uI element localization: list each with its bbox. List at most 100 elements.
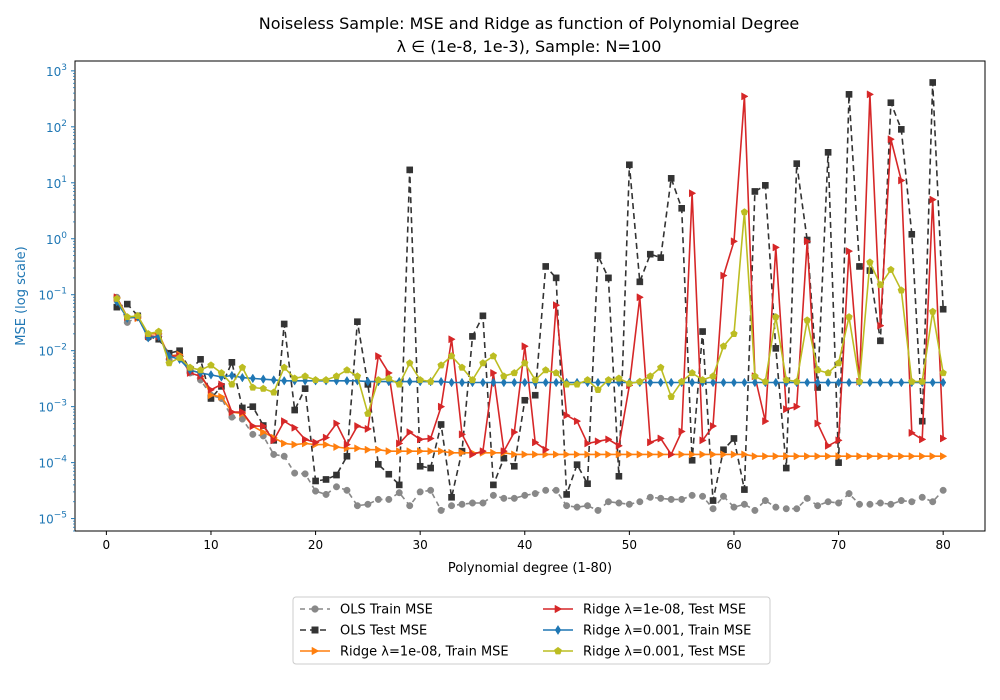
data-point: [228, 370, 235, 381]
data-point: [573, 461, 581, 468]
data-point: [311, 376, 320, 384]
data-point: [710, 377, 717, 388]
data-point: [636, 498, 644, 506]
data-point: [542, 377, 549, 388]
data-point: [835, 459, 842, 466]
data-point: [782, 464, 790, 472]
data-point: [500, 494, 508, 502]
data-point: [877, 321, 885, 330]
data-point: [312, 477, 319, 485]
data-point: [657, 254, 665, 261]
data-point: [469, 450, 477, 459]
data-point: [939, 305, 947, 313]
data-point: [583, 376, 592, 384]
data-point: [898, 126, 905, 133]
data-point: [511, 450, 519, 459]
data-point: [458, 430, 467, 439]
data-point: [207, 370, 214, 380]
data-point: [437, 402, 446, 411]
data-point: [479, 447, 488, 456]
data-point: [542, 486, 550, 494]
data-point: [846, 377, 853, 388]
data-point: [834, 359, 843, 367]
data-point: [322, 476, 330, 483]
data-point: [594, 506, 602, 514]
x-axis-ticks: 0 10 20 30 40 50 60 70 80: [103, 531, 951, 552]
data-point: [897, 286, 906, 294]
data-point: [552, 274, 560, 282]
data-point: [270, 388, 278, 396]
data-point: [866, 258, 874, 266]
x-tick-label: 0: [103, 538, 111, 552]
data-point: [207, 391, 216, 400]
y-tick-label: 101: [46, 175, 67, 191]
series-1: [113, 293, 947, 514]
data-point: [196, 366, 205, 374]
data-point: [353, 502, 361, 510]
data-point: [521, 342, 529, 351]
data-point: [783, 405, 791, 414]
data-point: [468, 376, 477, 384]
data-point: [594, 385, 602, 393]
data-point: [772, 452, 780, 461]
data-point: [940, 452, 948, 461]
data-point: [270, 375, 277, 385]
data-point: [668, 377, 675, 388]
data-point: [814, 419, 822, 428]
data-point: [720, 450, 728, 459]
y-axis-label: MSE (log scale): [14, 246, 29, 345]
data-point: [898, 452, 906, 461]
data-point: [929, 195, 937, 204]
data-point: [762, 417, 770, 426]
data-point: [510, 369, 519, 377]
data-point: [353, 372, 362, 380]
data-point: [720, 377, 727, 388]
data-point: [908, 428, 916, 437]
data-point: [761, 497, 769, 505]
legend-item: Ridge λ=0.001, Test MSE: [543, 645, 746, 660]
data-point: [835, 377, 842, 388]
data-point: [280, 363, 288, 371]
data-point: [260, 374, 267, 384]
data-point: [940, 377, 947, 388]
data-point: [260, 428, 268, 437]
data-point: [751, 372, 759, 380]
data-point: [458, 448, 467, 457]
data-point: [689, 377, 696, 388]
data-point: [845, 452, 854, 461]
data-point: [573, 503, 581, 511]
legend-marker: [554, 604, 563, 614]
data-point: [260, 422, 268, 431]
data-point: [228, 358, 236, 366]
data-point: [919, 452, 927, 461]
data-point: [385, 495, 393, 503]
data-point: [448, 377, 455, 388]
data-point: [939, 369, 947, 377]
data-point: [594, 450, 603, 459]
data-point: [856, 452, 864, 461]
data-point: [929, 377, 936, 388]
data-point: [448, 493, 455, 501]
data-point: [364, 424, 372, 433]
data-point: [375, 445, 383, 454]
data-point: [375, 352, 383, 361]
data-point: [887, 135, 895, 144]
data-point: [793, 402, 801, 411]
series-line: [116, 94, 944, 457]
data-point: [395, 481, 403, 489]
data-point: [625, 500, 633, 508]
series-2: [113, 79, 947, 504]
data-point: [876, 280, 885, 289]
data-point: [751, 377, 758, 388]
data-point: [741, 92, 749, 101]
data-point: [541, 366, 550, 374]
data-point: [699, 436, 707, 445]
data-point: [677, 377, 686, 385]
data-point: [281, 439, 289, 448]
data-point: [563, 411, 571, 420]
data-point: [301, 435, 310, 444]
y-tick-label: 10−1: [38, 287, 67, 303]
data-point: [824, 369, 832, 377]
series-6: [113, 208, 947, 417]
data-point: [887, 377, 894, 388]
